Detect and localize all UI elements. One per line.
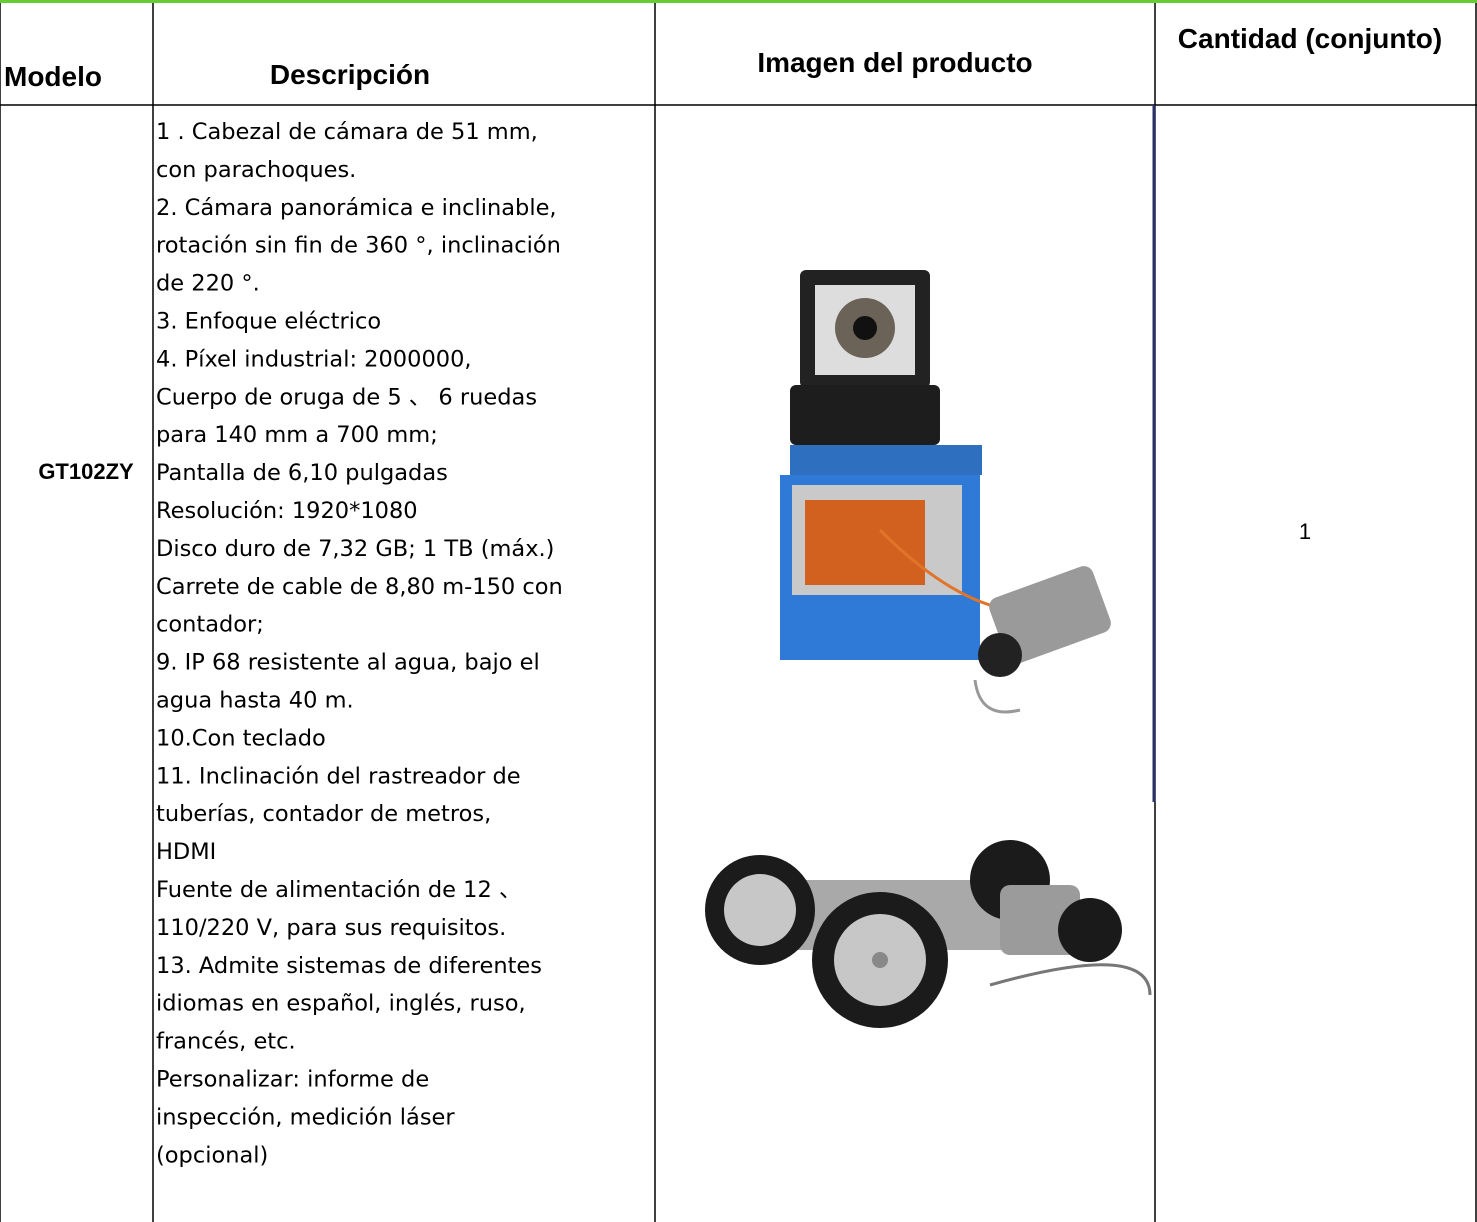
description-line: 2. Cámara panorámica e inclinable, [156, 195, 557, 221]
description-line: 3. Enfoque eléctrico [156, 309, 381, 335]
product-image [780, 270, 1111, 714]
header-cell: Descripción [270, 59, 430, 90]
header-cell: Imagen del producto [757, 47, 1032, 78]
description-line: idiomas en español, inglés, ruso, [156, 991, 526, 1017]
description-line: 110/220 V, para sus requisitos. [156, 915, 506, 941]
description-line: Cuerpo de oruga de 5 、 6 ruedas [156, 384, 537, 410]
description-line: Pantalla de 6,10 pulgadas [156, 460, 448, 486]
quantity-cell: 1 [1299, 519, 1311, 544]
description-line: 10.Con teclado [156, 725, 326, 751]
description-line: para 140 mm a 700 mm; [156, 422, 438, 448]
description-line: (opcional) [156, 1142, 268, 1168]
description-line: Disco duro de 7,32 GB; 1 TB (máx.) [156, 536, 554, 562]
description-line: 11. Inclinación del rastreador de [156, 763, 521, 789]
description-line: inspección, medición láser [156, 1104, 455, 1130]
description-line: 13. Admite sistemas de diferentes [156, 953, 542, 979]
description-line: con parachoques. [156, 157, 356, 183]
description-line: francés, etc. [156, 1029, 296, 1055]
description-line: Personalizar: informe de [156, 1067, 429, 1093]
description-cell: 1 . Cabezal de cámara de 51 mm, con parac… [156, 119, 563, 1168]
model-cell: GT102ZY [38, 459, 134, 484]
description-line: rotación sin fin de 360 °, inclinación [156, 233, 561, 259]
description-line: 4. Píxel industrial: 2000000, [156, 346, 472, 372]
description-line: HDMI [156, 839, 216, 865]
header-cell: Modelo [4, 61, 102, 92]
description-line: 1 . Cabezal de cámara de 51 mm, [156, 119, 538, 145]
product-image [705, 840, 1152, 1028]
description-line: Fuente de alimentación de 12 、 [156, 877, 521, 903]
top-border [0, 0, 1477, 3]
description-line: Resolución: 1920*1080 [156, 498, 418, 524]
description-line: tuberías, contador de metros, [156, 801, 491, 827]
description-line: Carrete de cable de 8,80 m-150 con [156, 574, 563, 600]
header-cell: Cantidad (conjunto) [1178, 23, 1442, 54]
description-line: 9. IP 68 resistente al agua, bajo el [156, 650, 540, 676]
description-line: contador; [156, 612, 264, 638]
description-line: agua hasta 40 m. [156, 688, 354, 714]
description-line: de 220 °. [156, 271, 260, 297]
